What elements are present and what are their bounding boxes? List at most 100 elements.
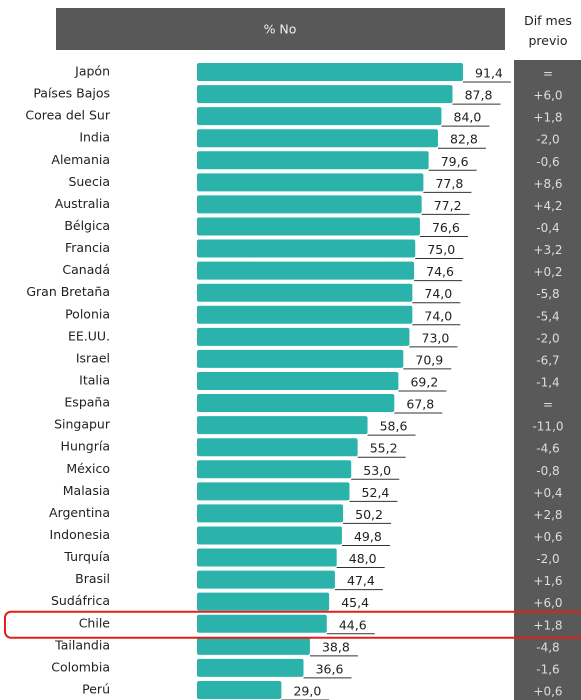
value-label: 77,2 [434, 198, 462, 213]
bar [197, 658, 304, 677]
dif-label: +4,2 [533, 199, 562, 213]
category-label: EE.UU. [68, 328, 110, 343]
bar [197, 305, 413, 324]
dif-label: +1,8 [533, 111, 562, 125]
dif-label: -0,8 [536, 464, 559, 478]
bar [197, 394, 395, 413]
category-label: Brasil [75, 571, 110, 586]
value-label: 38,8 [322, 639, 350, 654]
bar [197, 283, 413, 302]
category-label: Italia [79, 372, 110, 387]
dif-label: -2,0 [536, 331, 559, 345]
category-label: Israel [76, 350, 110, 365]
value-label: 58,6 [380, 419, 408, 434]
bar [197, 614, 327, 633]
value-label: 52,4 [362, 485, 390, 500]
bar [197, 173, 424, 192]
category-label: Canadá [62, 262, 110, 277]
dif-label: +0,2 [533, 265, 562, 279]
value-label: 74,0 [424, 286, 452, 301]
category-label: Países Bajos [33, 86, 110, 101]
bar [197, 416, 368, 435]
value-label: 36,6 [316, 661, 344, 676]
dif-label: +2,8 [533, 508, 562, 522]
bar [197, 85, 453, 104]
dif-label: -4,8 [536, 640, 559, 654]
value-label: 49,8 [354, 529, 382, 544]
value-label: 91,4 [475, 66, 503, 81]
bar [197, 63, 463, 81]
bar [197, 195, 422, 214]
category-label: India [79, 130, 110, 145]
category-label: Sudáfrica [51, 593, 110, 608]
bar [197, 460, 352, 479]
value-label: 82,8 [450, 132, 478, 147]
category-label: Francia [65, 240, 110, 255]
category-label: Bélgica [64, 218, 110, 233]
value-label: 29,0 [293, 683, 321, 698]
dif-label: -5,8 [536, 287, 559, 301]
bar [197, 371, 399, 390]
category-label: Gran Bretaña [26, 284, 110, 299]
category-label: Polonia [65, 306, 110, 321]
category-label: Tailandia [54, 637, 110, 652]
value-label: 75,0 [427, 242, 455, 257]
header: % No [264, 22, 297, 37]
category-label: Indonesia [50, 527, 110, 542]
dif-label: +6,0 [533, 89, 562, 103]
category-label: Turquía [63, 549, 110, 564]
side-header: Dif mes previo [524, 13, 572, 48]
bar [197, 548, 337, 567]
bar [197, 151, 429, 170]
category-label: Argentina [49, 505, 110, 520]
category-label: Corea del Sur [25, 108, 110, 123]
highlight-box [4, 610, 581, 639]
category-label: México [66, 461, 110, 476]
header-box [56, 8, 505, 50]
value-label: 79,6 [441, 154, 469, 169]
bar [197, 504, 344, 523]
value-label: 53,0 [363, 463, 391, 478]
value-label: 55,2 [370, 441, 398, 456]
dif-label: -5,4 [536, 309, 559, 323]
category-label: Singapur [54, 417, 111, 432]
value-label: 44,6 [339, 617, 367, 632]
bar [197, 636, 310, 655]
dif-label: +0,4 [533, 486, 562, 500]
value-label: 47,4 [347, 573, 375, 588]
category-label: Suecia [68, 174, 110, 189]
dif-label: +8,6 [533, 177, 562, 191]
dif-label: = [543, 398, 553, 412]
category-label: Japón [74, 64, 110, 79]
bar [197, 570, 335, 589]
value-label: 74,6 [426, 264, 454, 279]
category-label: Chile [79, 615, 111, 630]
value-label: 70,9 [415, 352, 443, 367]
bar [197, 217, 420, 236]
dif-label: -1,4 [536, 375, 559, 389]
category-label: Hungría [61, 439, 110, 454]
bar [197, 482, 350, 501]
bar [197, 526, 342, 545]
bar [197, 592, 330, 611]
dif-label: = [543, 67, 553, 81]
dif-label: +6,0 [533, 596, 562, 610]
bar [197, 129, 438, 148]
value-label: 77,8 [435, 176, 463, 191]
dif-column [514, 60, 581, 700]
category-label: España [64, 395, 110, 410]
bar [197, 261, 415, 280]
dif-label: +0,6 [533, 530, 562, 544]
dif-label: -0,4 [536, 221, 559, 235]
dif-label: +1,6 [533, 574, 562, 588]
value-label: 48,0 [349, 551, 377, 566]
category-label: Perú [82, 681, 110, 696]
category-label: Alemania [51, 152, 110, 167]
dif-label: -1,6 [536, 662, 559, 676]
dif-label: +1,8 [533, 618, 562, 632]
value-label: 50,2 [355, 507, 383, 522]
value-label: 69,2 [410, 374, 438, 389]
value-label: 73,0 [422, 330, 450, 345]
bar [197, 239, 416, 258]
